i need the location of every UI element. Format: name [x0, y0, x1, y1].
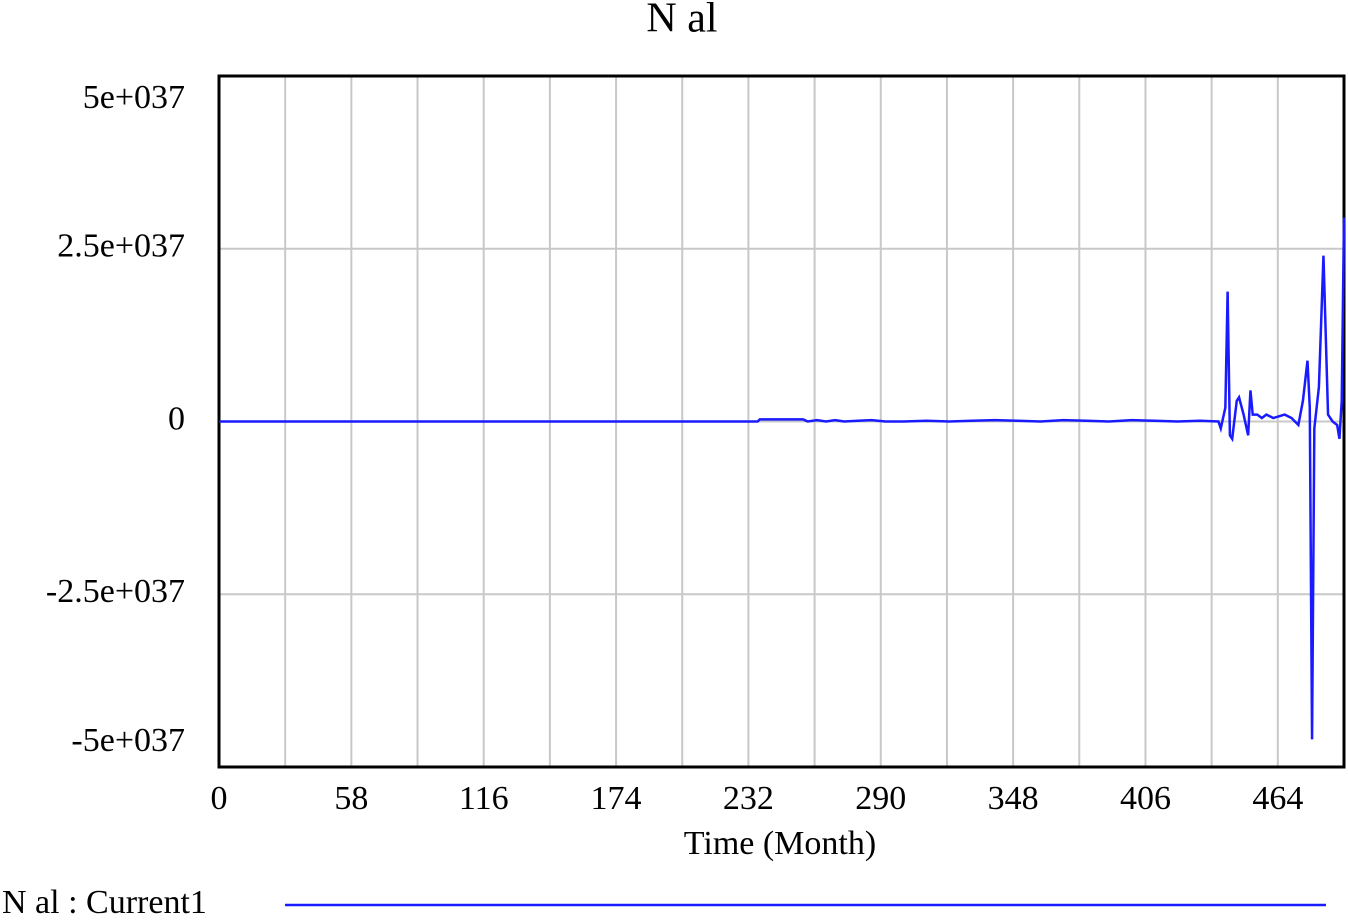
x-axis-label: Time (Month) — [684, 825, 876, 862]
x-tick-label: 290 — [855, 780, 906, 817]
data-line — [219, 217, 1346, 740]
y-tick-label: 5e+037 — [83, 79, 185, 116]
x-tick-label: 0 — [211, 780, 228, 817]
x-tick-label: 406 — [1120, 780, 1171, 817]
y-tick-label: 0 — [168, 400, 185, 437]
x-tick-label: 464 — [1252, 780, 1303, 817]
x-tick-label: 174 — [591, 780, 642, 817]
chart-title: N al — [646, 0, 717, 42]
x-tick-label: 116 — [459, 780, 509, 817]
y-tick-label: -5e+037 — [71, 722, 185, 759]
y-tick-label: 2.5e+037 — [57, 228, 185, 265]
x-tick-label: 232 — [723, 780, 774, 817]
y-tick-label: -2.5e+037 — [46, 573, 185, 610]
x-tick-label: 58 — [334, 780, 368, 817]
legend-label: N al : Current1 — [2, 884, 207, 921]
x-tick-label: 348 — [988, 780, 1039, 817]
